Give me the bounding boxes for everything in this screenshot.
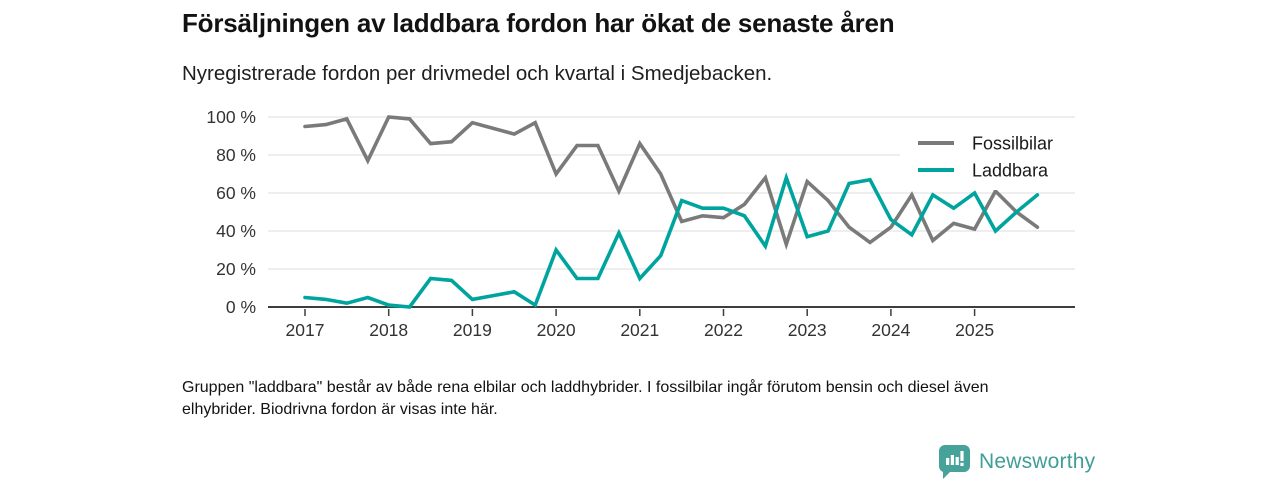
fossilbilar-line: [303, 115, 1040, 251]
x-tick-label: 2024: [871, 320, 910, 340]
page-title: Försäljningen av laddbara fordon har öka…: [182, 8, 895, 38]
x-axis: 2017 2018 2019 2020 2021 2022 2023 2024 2025: [286, 309, 994, 340]
y-tick-label: 80 %: [216, 145, 256, 165]
newsworthy-logo[interactable]: Newsworthy: [939, 445, 1095, 479]
legend-label-fossilbilar: Fossilbilar: [972, 134, 1053, 154]
chart-footnote: Gruppen "laddbara" består av både rena e…: [182, 379, 989, 419]
line-chart: 0 % 20 % 40 % 60 % 80 % 100 % 2017 2018 2019 2020…: [180, 98, 1090, 350]
x-tick-label: 2018: [369, 320, 408, 340]
brand-name: Newsworthy: [979, 450, 1096, 473]
legend: Fossilbilar Laddbara: [900, 126, 1078, 190]
chart-svg: 0 % 20 % 40 % 60 % 80 % 100 % 2017 2018 2019 2020…: [206, 107, 1078, 340]
x-tick-label: 2019: [453, 320, 492, 340]
x-tick-label: 2017: [286, 320, 325, 340]
bar-chart-speech-bubble-icon: [939, 445, 970, 479]
legend-label-laddbara: Laddbara: [972, 161, 1049, 181]
x-tick-label: 2023: [788, 320, 827, 340]
x-tick-label: 2021: [620, 320, 659, 340]
y-tick-label: 40 %: [216, 221, 256, 241]
x-tick-label: 2022: [704, 320, 743, 340]
laddbara-line: [303, 172, 1040, 309]
y-tick-label: 60 %: [216, 183, 256, 203]
y-tick-label: 100 %: [206, 107, 256, 127]
y-tick-label: 20 %: [216, 259, 256, 279]
x-tick-label: 2025: [955, 320, 994, 340]
legend-background: [900, 126, 1078, 190]
y-tick-label: 0 %: [226, 297, 256, 317]
page-subtitle: Nyregistrerade fordon per drivmedel och …: [182, 62, 773, 85]
x-tick-label: 2020: [537, 320, 576, 340]
